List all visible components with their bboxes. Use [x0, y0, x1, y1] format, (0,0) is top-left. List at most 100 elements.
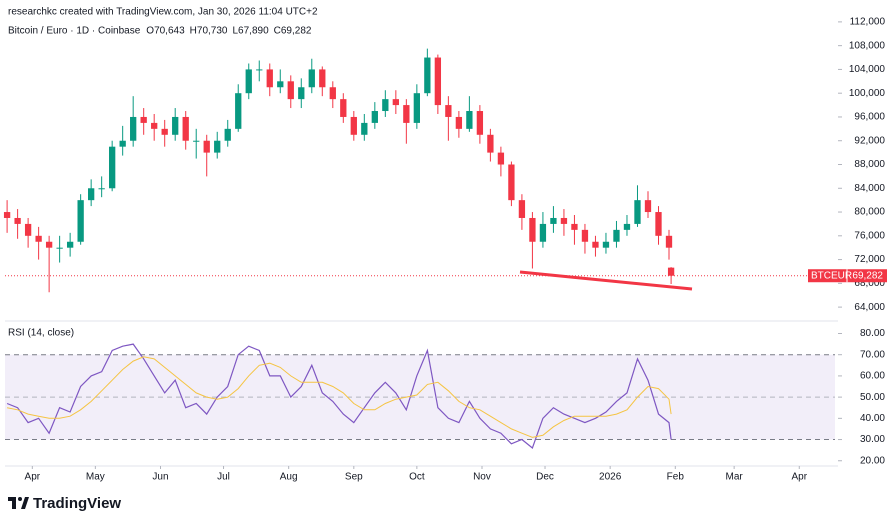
candle-body [45, 241, 53, 248]
ohlc-value: 70,730 [197, 26, 228, 37]
x-tick-label: Aug [280, 472, 298, 483]
candle-body [644, 200, 652, 213]
candle-body [203, 140, 210, 153]
candle-body [518, 200, 526, 218]
rsi-line [6, 343, 672, 450]
price-label-symbol: BTCEUR [811, 270, 852, 281]
candle-body [382, 99, 389, 112]
candle-body [623, 223, 631, 230]
candle-body [329, 87, 336, 100]
candle-body [581, 229, 589, 242]
candle-body [256, 69, 263, 71]
candle-body [298, 87, 305, 100]
y-tick-label: 70.00 [860, 349, 885, 360]
y-tick-label: 60.00 [860, 371, 885, 382]
y-tick-label: 88,000 [854, 159, 885, 170]
candle-body [361, 122, 368, 135]
candle-body [403, 105, 410, 123]
price-label-value: 69,282 [852, 270, 883, 281]
x-tick-label: Apr [791, 472, 807, 483]
candle-body [56, 247, 63, 249]
y-tick-label: 72,000 [854, 254, 885, 265]
candle-body [634, 200, 641, 224]
x-tick-label: Dec [536, 472, 554, 483]
logo-icon [18, 497, 22, 501]
logo-icon [12, 497, 16, 509]
x-tick-label: Feb [667, 472, 685, 483]
y-tick-label: 30.00 [860, 434, 885, 445]
y-tick-label: 64,000 [854, 302, 885, 313]
candle-body [445, 105, 452, 117]
y-tick-label: 40.00 [860, 413, 885, 424]
candle-body [592, 241, 599, 248]
candle-body [665, 235, 673, 248]
candle-body [539, 223, 547, 242]
candle-body [655, 212, 662, 236]
candle-body [560, 217, 568, 224]
candle-body [77, 200, 84, 242]
logo: TradingView [8, 495, 121, 512]
logo-text: TradingView [33, 495, 121, 512]
candle-body [24, 223, 32, 236]
candle-body [266, 69, 273, 88]
candle-body [98, 188, 105, 190]
candle-body [66, 241, 74, 248]
candle-body [413, 93, 420, 123]
y-tick-label: 80,000 [854, 207, 885, 218]
indicator-title: RSI (14, close) [8, 328, 74, 339]
plots: O 70,643 H 70,730 L 67,890 C 69,28264,00068,000… [3, 17, 887, 483]
y-tick-label: 76,000 [854, 230, 885, 241]
ohlc-value: 70,643 [154, 26, 185, 37]
candle-body [508, 164, 515, 201]
ohlc-key: H [190, 26, 197, 37]
ohlc-key: C [274, 26, 281, 37]
trend-line [519, 270, 693, 291]
candle-body [182, 116, 189, 141]
candle-body [497, 152, 505, 165]
candle-body [119, 140, 126, 147]
candle-body [214, 140, 221, 153]
x-tick-label: Apr [25, 472, 41, 483]
ohlc-key: L [232, 26, 238, 37]
candle-body [602, 241, 610, 248]
y-tick-label: 104,000 [849, 64, 886, 75]
candle-body [487, 134, 494, 153]
x-tick-label: Mar [726, 472, 744, 483]
x-tick-label: Nov [473, 472, 491, 483]
candle-body [3, 212, 11, 218]
rsi-line [7, 356, 672, 438]
x-tick-label: May [86, 472, 105, 483]
candle-body [172, 116, 179, 135]
y-tick-label: 80.00 [860, 328, 885, 339]
candle-body [88, 188, 95, 201]
candle-body [424, 57, 431, 94]
candle-body [550, 217, 557, 224]
candle-body [613, 229, 620, 242]
logo-icon [21, 497, 29, 509]
candle-body [14, 217, 21, 224]
candle-body [35, 235, 42, 242]
candle-body [466, 111, 473, 129]
x-tick-label: Sep [345, 472, 363, 483]
candle-body [455, 116, 463, 129]
y-tick-label: 68,000 [854, 278, 885, 289]
candle-body [319, 69, 326, 88]
candle-body [235, 93, 242, 129]
y-tick-label: 108,000 [849, 40, 886, 51]
candle-body [224, 128, 231, 141]
candle-body [476, 111, 484, 135]
candle-body [571, 223, 578, 230]
y-tick-label: 50.00 [860, 392, 885, 403]
candle-body [529, 217, 536, 242]
x-tick-label: Oct [409, 472, 425, 483]
candle-body [109, 146, 116, 189]
candle-body [245, 69, 252, 94]
attribution: researchkc created with TradingView.com,… [8, 7, 318, 18]
candle-body [140, 116, 147, 123]
y-tick-label: 92,000 [854, 135, 885, 146]
candle-body [308, 69, 315, 88]
candle-body [161, 128, 168, 135]
candle-body [193, 140, 200, 142]
y-tick-label: 100,000 [849, 88, 886, 99]
